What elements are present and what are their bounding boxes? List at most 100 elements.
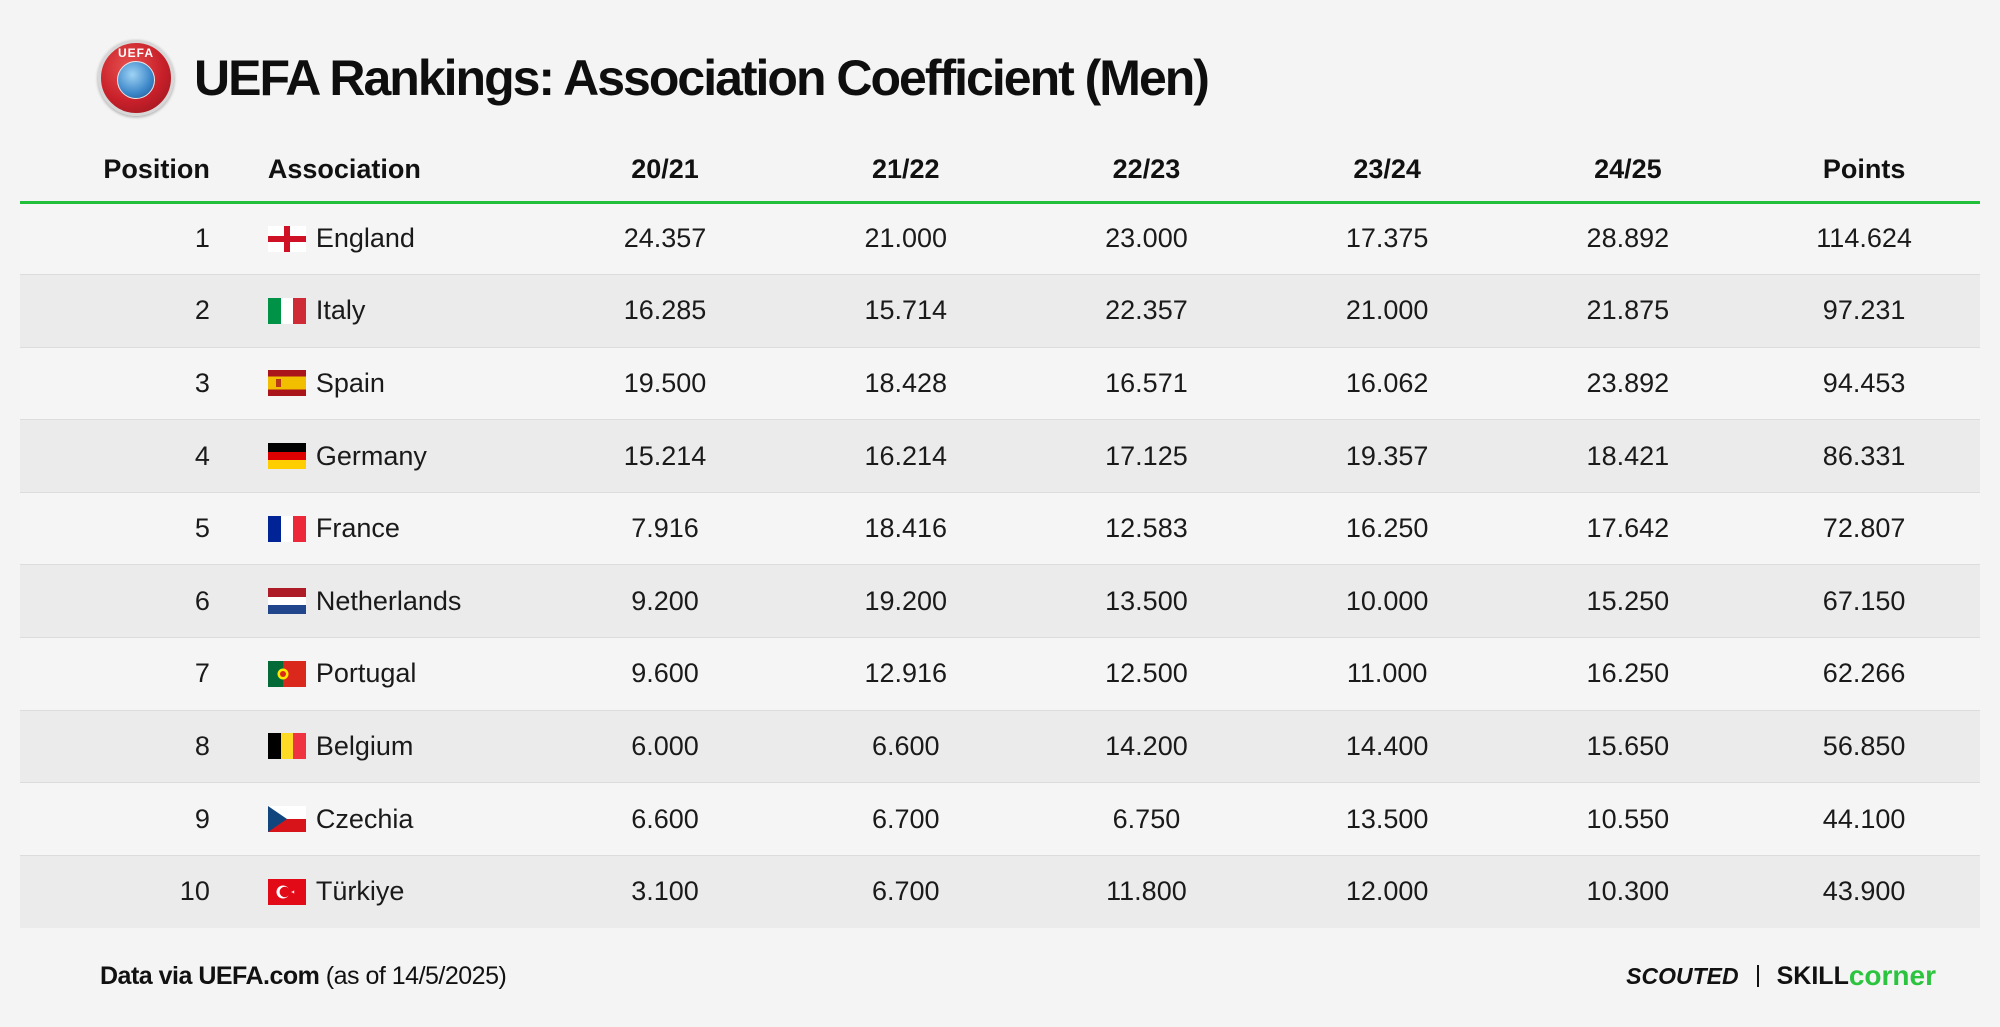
cell-position: 5 <box>20 492 210 566</box>
cell-position: 9 <box>20 782 210 856</box>
cell-position: 6 <box>20 564 210 639</box>
cell-season-2324: 14.400 <box>1266 710 1508 784</box>
cell-association: Czechia <box>209 782 545 856</box>
cell-association: France <box>209 492 545 566</box>
table-row: 5 France 7.916 18.416 12.583 16.250 17.642 72.8… <box>20 492 1980 566</box>
cell-position: 2 <box>20 274 210 348</box>
table-row: 7 Portugal 9.600 12.916 12.500 11.000 16.250 62… <box>20 637 1980 711</box>
cell-season-2223: 14.200 <box>1026 710 1267 784</box>
cell-season-2425: 23.892 <box>1507 347 1749 421</box>
cell-association: Türkiye <box>209 855 545 928</box>
table-row: 2 Italy 16.285 15.714 22.357 21.000 21.875 97.2… <box>20 274 1980 348</box>
cell-season-2021: 3.100 <box>544 855 786 928</box>
table-row: 1 England 24.357 21.000 23.000 17.375 28.892 11… <box>20 202 1980 276</box>
cell-association: Netherlands <box>209 564 545 639</box>
cell-season-2324: 19.357 <box>1266 419 1508 493</box>
table-row: 8 Belgium 6.000 6.600 14.200 14.400 15.650 56.8… <box>20 710 1980 784</box>
source-bold: Data via UEFA.com <box>100 962 320 990</box>
spain-flag-icon <box>267 370 306 397</box>
cell-association: Belgium <box>209 710 545 784</box>
cell-season-2425: 15.650 <box>1507 710 1749 784</box>
cell-season-2425: 15.250 <box>1507 564 1749 639</box>
cell-season-2223: 23.000 <box>1026 202 1267 276</box>
header-position: Position <box>20 138 210 204</box>
cell-points: 86.331 <box>1748 419 1980 493</box>
cell-association: Germany <box>209 419 545 493</box>
england-flag-icon <box>267 225 306 252</box>
cell-season-2223: 6.750 <box>1026 782 1267 856</box>
brand-logos: SCOUTED SKILL corner <box>1626 960 1936 992</box>
cell-season-2223: 12.583 <box>1026 492 1267 566</box>
header-season-2223: 22/23 <box>1026 138 1267 204</box>
source-date: (as of 14/5/2025) <box>319 962 507 990</box>
association-name: Netherlands <box>315 585 462 616</box>
cell-season-2021: 16.285 <box>544 274 786 348</box>
rankings-table: Position Association 20/21 21/22 22/23 2… <box>20 138 1980 928</box>
table-row: 6 Netherlands 9.200 19.200 13.500 10.000 15.25… <box>20 564 1980 639</box>
france-flag-icon <box>267 515 306 542</box>
cell-points: 56.850 <box>1748 710 1980 784</box>
cell-season-2021: 6.000 <box>544 710 786 784</box>
table-row: 3 Spain 19.500 18.428 16.571 16.062 23.892 94.4… <box>20 347 1980 421</box>
cell-season-2122: 18.428 <box>785 347 1027 421</box>
cell-season-2122: 16.214 <box>785 419 1027 493</box>
association-name: Türkiye <box>315 876 405 907</box>
cell-season-2324: 12.000 <box>1266 855 1508 928</box>
uefa-logo-icon: UEFA <box>98 40 174 116</box>
header-season-2425: 24/25 <box>1507 138 1749 204</box>
header-season-2021: 20/21 <box>544 138 786 204</box>
cell-association: England <box>209 202 545 276</box>
cell-points: 94.453 <box>1748 347 1980 421</box>
cell-season-2021: 24.357 <box>544 202 786 276</box>
header-season-2324: 23/24 <box>1266 138 1508 204</box>
cell-season-2324: 16.250 <box>1266 492 1508 566</box>
cell-season-2122: 6.600 <box>785 710 1027 784</box>
cell-season-2324: 17.375 <box>1266 202 1508 276</box>
cell-season-2425: 21.875 <box>1507 274 1749 348</box>
cell-season-2324: 16.062 <box>1266 347 1508 421</box>
cell-position: 10 <box>20 855 210 928</box>
cell-season-2122: 6.700 <box>785 782 1027 856</box>
source-note: Data via UEFA.com (as of 14/5/2025) <box>100 962 507 991</box>
cell-season-2425: 10.550 <box>1507 782 1749 856</box>
cell-season-2324: 13.500 <box>1266 782 1508 856</box>
logo-text: UEFA <box>117 46 154 60</box>
cell-season-2021: 7.916 <box>544 492 786 566</box>
cell-season-2223: 16.571 <box>1026 347 1267 421</box>
logo-globe <box>117 61 155 99</box>
skillcorner-logo-skill: SKILL <box>1776 961 1849 990</box>
cell-season-2122: 18.416 <box>785 492 1027 566</box>
brand-divider <box>1756 965 1759 987</box>
table-row: 4 Germany 15.214 16.214 17.125 19.357 18.421 86… <box>20 419 1980 493</box>
cell-season-2021: 6.600 <box>544 782 786 856</box>
cell-points: 114.624 <box>1748 202 1980 276</box>
table-header-row: Position Association 20/21 21/22 22/23 2… <box>20 138 1980 204</box>
header-points: Points <box>1748 138 1980 204</box>
scouted-logo: SCOUTED <box>1626 962 1739 989</box>
association-name: Belgium <box>315 730 414 761</box>
cell-season-2223: 17.125 <box>1026 419 1267 493</box>
cell-season-2021: 19.500 <box>544 347 786 421</box>
czechia-flag-icon <box>267 806 306 833</box>
cell-position: 8 <box>20 710 210 784</box>
cell-season-2122: 15.714 <box>785 274 1027 348</box>
cell-association: Italy <box>209 274 545 348</box>
italy-flag-icon <box>267 297 306 324</box>
cell-season-2223: 12.500 <box>1026 637 1267 711</box>
netherlands-flag-icon <box>267 588 306 615</box>
turkiye-flag-icon <box>267 878 306 905</box>
cell-season-2021: 9.200 <box>544 564 786 639</box>
portugal-flag-icon <box>267 660 306 687</box>
cell-season-2122: 19.200 <box>785 564 1027 639</box>
cell-season-2425: 28.892 <box>1507 202 1749 276</box>
association-name: Germany <box>315 440 427 471</box>
page-title: UEFA Rankings: Association Coefficient (… <box>194 50 1210 106</box>
cell-points: 67.150 <box>1748 564 1980 639</box>
header-season-2122: 21/22 <box>785 138 1027 204</box>
header-association: Association <box>209 138 545 204</box>
cell-season-2324: 10.000 <box>1266 564 1508 639</box>
association-name: England <box>315 223 415 254</box>
cell-points: 97.231 <box>1748 274 1980 348</box>
cell-association: Portugal <box>209 637 545 711</box>
table-row: 10 Türkiye 3.100 6.700 11.800 12.000 10.300 43.… <box>20 855 1980 928</box>
